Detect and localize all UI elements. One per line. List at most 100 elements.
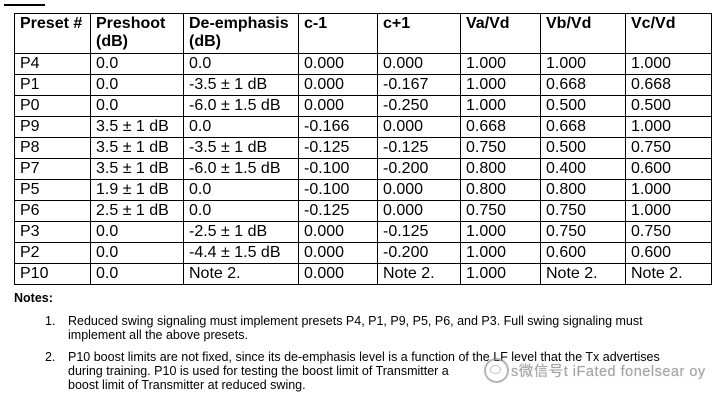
crop-artifact-line: [4, 4, 45, 6]
table-cell: 0.600: [625, 158, 712, 180]
table-cell: 0.0: [90, 263, 184, 285]
table-cell: -6.0 ± 1.5 dB: [183, 95, 299, 117]
preset-cell: P3: [14, 221, 91, 243]
notes-list: 1. Reduced swing signaling must implement…: [14, 314, 714, 392]
table-cell: 0.600: [540, 242, 626, 264]
preset-cell: P7: [14, 158, 91, 180]
table-cell: -6.0 ± 1.5 dB: [183, 158, 299, 180]
note-text: Reduced swing signaling must implement p…: [68, 314, 708, 343]
table-cell: 0.0: [90, 221, 184, 243]
table-cell: -3.5 ± 1 dB: [183, 74, 299, 96]
table-cell: 0.668: [540, 116, 626, 138]
preset-cell: P2: [14, 242, 91, 264]
table-cell: 0.800: [460, 158, 541, 180]
note-text: P10 boost limits are not fixed, since it…: [68, 350, 708, 393]
table-row: P5 1.9 ± 1 dB 0.0 -0.100 0.000 0.800 0.800 1.00…: [14, 179, 712, 201]
table-cell: -0.250: [377, 95, 461, 117]
table-row: P9 3.5 ± 1 dB 0.0 -0.166 0.000 0.668 0.668 1.00…: [14, 116, 712, 138]
table-cell: 0.750: [460, 200, 541, 222]
table-cell: Note 2.: [183, 263, 299, 285]
table-cell: 1.000: [540, 53, 626, 75]
notes-section: Notes: 1. Reduced swing signaling must im…: [14, 291, 714, 392]
table-cell: 1.000: [460, 242, 541, 264]
table-cell: 0.000: [377, 179, 461, 201]
table-cell: 0.668: [460, 116, 541, 138]
header-cell: De-emphasis (dB): [183, 13, 299, 54]
header-line2: (dB): [189, 33, 221, 50]
note-number: 1.: [45, 314, 56, 328]
table-row: P0 0.0 -6.0 ± 1.5 dB 0.000 -0.250 1.000 0.500 0…: [14, 95, 712, 117]
table-cell: 0.500: [540, 137, 626, 159]
note-line: boost limit of Transmitter at reduced sw…: [68, 378, 306, 393]
table-cell: 0.0: [183, 53, 299, 75]
table-cell: -0.125: [298, 137, 378, 159]
table-cell: 0.750: [625, 137, 712, 159]
header-line1: Va/Vd: [466, 15, 510, 32]
preset-cell: P9: [14, 116, 91, 138]
preset-cell: P1: [14, 74, 91, 96]
header-cell: c+1: [377, 13, 461, 54]
note-item: 2. P10 boost limits are not fixed, since …: [14, 350, 714, 393]
note-item: 1. Reduced swing signaling must implement…: [14, 314, 714, 343]
table-cell: 0.600: [625, 242, 712, 264]
table-cell: 0.668: [540, 74, 626, 96]
table-cell: 1.000: [625, 116, 712, 138]
preset-cell: P0: [14, 95, 91, 117]
table-row: P2 0.0 -4.4 ± 1.5 dB 0.000 -0.200 1.000 0.600 0…: [14, 242, 712, 264]
table-cell: 1.000: [625, 53, 712, 75]
table-row: P10 0.0 Note 2. 0.000 Note 2. 1.000 Note 2. Not…: [14, 263, 712, 285]
header-line1: c+1: [383, 15, 411, 32]
table-cell: 0.0: [90, 53, 184, 75]
table-cell: -0.200: [377, 242, 461, 264]
table-cell: 0.0: [90, 74, 184, 96]
table-cell: 0.000: [377, 116, 461, 138]
header-line2: (dB): [96, 33, 128, 50]
table-cell: 1.000: [460, 53, 541, 75]
table-cell: -0.100: [298, 158, 378, 180]
table-cell: 1.000: [625, 179, 712, 201]
preset-cell: P8: [14, 137, 91, 159]
table-cell: Note 2.: [625, 263, 712, 285]
table-cell: 0.0: [183, 179, 299, 201]
table-cell: 0.0: [90, 95, 184, 117]
table-cell: 3.5 ± 1 dB: [90, 158, 184, 180]
table-cell: 0.800: [460, 179, 541, 201]
table-cell: 0.000: [377, 200, 461, 222]
header-line1: Preshoot: [96, 15, 166, 32]
header-line1: Preset #: [20, 15, 83, 32]
table-row: P6 2.5 ± 1 dB 0.0 -0.125 0.000 0.750 0.750 1.00…: [14, 200, 712, 222]
header-line1: Vb/Vd: [546, 15, 592, 32]
table-cell: 0.500: [625, 95, 712, 117]
table-cell: -0.166: [298, 116, 378, 138]
table-cell: -2.5 ± 1 dB: [183, 221, 299, 243]
table-row: P1 0.0 -3.5 ± 1 dB 0.000 -0.167 1.000 0.668 0.6…: [14, 74, 712, 96]
note-number: 2.: [45, 349, 56, 364]
preset-cell: P6: [14, 200, 91, 222]
table-cell: 0.000: [298, 53, 378, 75]
table-cell: 2.5 ± 1 dB: [90, 200, 184, 222]
header-cell: Va/Vd: [460, 13, 541, 54]
table-cell: 0.750: [540, 200, 626, 222]
table-row: P4 0.0 0.0 0.000 0.000 1.000 1.000 1.000: [14, 53, 712, 75]
table-cell: -0.100: [298, 179, 378, 201]
note-line: during training. P10 is used for testing…: [68, 363, 449, 378]
table-row: P3 0.0 -2.5 ± 1 dB 0.000 -0.125 1.000 0.750 0.7…: [14, 221, 712, 243]
header-cell: c-1: [298, 13, 378, 54]
table-cell: Note 2.: [540, 263, 626, 285]
table-cell: 0.0: [183, 116, 299, 138]
table-cell: 0.800: [540, 179, 626, 201]
table-cell: 3.5 ± 1 dB: [90, 116, 184, 138]
preset-cell: P10: [14, 263, 91, 285]
table-cell: 3.5 ± 1 dB: [90, 137, 184, 159]
header-cell: Preset #: [14, 13, 91, 54]
table-cell: 0.000: [298, 74, 378, 96]
table-cell: 1.000: [460, 263, 541, 285]
table-cell: 0.750: [625, 221, 712, 243]
table-cell: -4.4 ± 1.5 dB: [183, 242, 299, 264]
preset-cell: P5: [14, 179, 91, 201]
table-cell: Note 2.: [377, 263, 461, 285]
table-cell: 1.000: [460, 74, 541, 96]
table-cell: -3.5 ± 1 dB: [183, 137, 299, 159]
note-line: P10 boost limits are not fixed, since it…: [68, 349, 660, 364]
